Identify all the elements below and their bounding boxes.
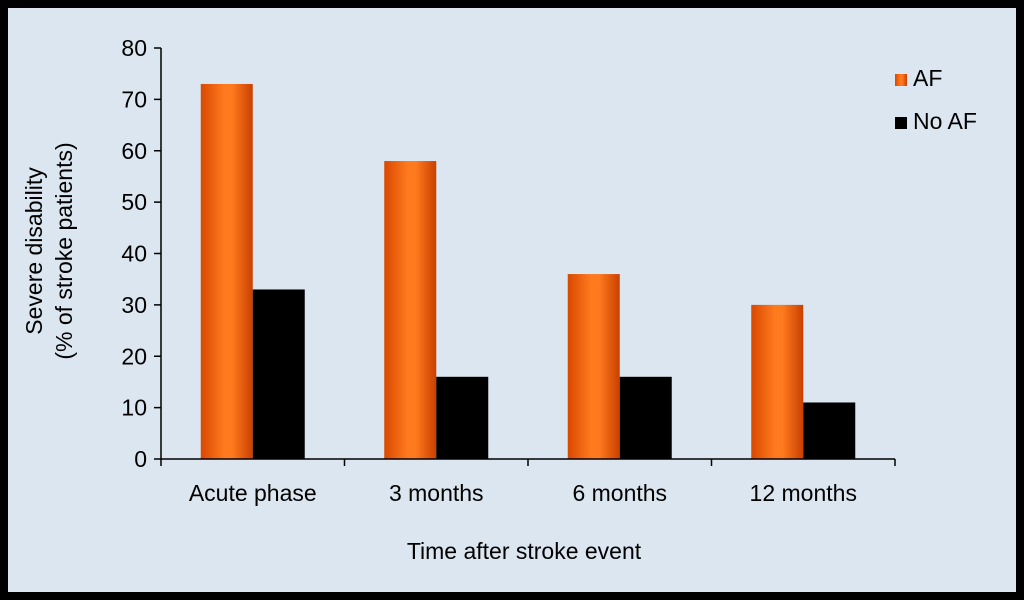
y-axis-title-line1: Severe disability <box>21 167 47 335</box>
y-tick-label: 80 <box>121 35 147 61</box>
legend-label-no-af: No AF <box>913 108 977 134</box>
chart-frame: Severe disability (% of stroke patients)… <box>8 8 1016 592</box>
y-axis-title: Severe disability (% of stroke patients) <box>21 142 77 359</box>
bar-no-af-2 <box>436 376 489 459</box>
bar-af-1 <box>200 83 253 460</box>
bar-chart: Severe disability (% of stroke patients)… <box>21 35 977 564</box>
bar-no-af-3 <box>619 376 672 459</box>
legend-swatch-af <box>895 74 907 86</box>
y-tick-label: 40 <box>121 241 147 267</box>
y-tick-label: 20 <box>121 343 147 369</box>
x-tick-label: 12 months <box>750 480 857 506</box>
legend-swatch-no-af <box>895 117 907 129</box>
y-tick-label: 30 <box>121 292 147 318</box>
legend-label-af: AF <box>913 65 942 91</box>
plot-area: Acute phase 3 months 6 months 12 months 0 10 2… <box>121 35 896 506</box>
bar-af-3 <box>567 274 620 459</box>
y-tick-label: 70 <box>121 86 147 112</box>
y-tick-label: 50 <box>121 189 147 215</box>
bar-af-4 <box>751 304 804 459</box>
bar-no-af-1 <box>252 289 305 459</box>
x-tick-label: Acute phase <box>189 480 317 506</box>
x-tick-label: 3 months <box>389 480 484 506</box>
y-tick-label: 60 <box>121 138 147 164</box>
y-axis-title-line2: (% of stroke patients) <box>51 142 77 359</box>
bar-af-2 <box>384 161 437 459</box>
x-tick-label: 6 months <box>572 480 667 506</box>
y-tick-label: 0 <box>134 446 147 472</box>
y-tick-label: 10 <box>121 395 147 421</box>
x-axis-title: Time after stroke event <box>407 538 642 564</box>
legend: AF No AF <box>895 65 977 134</box>
bar-no-af-4 <box>803 402 856 459</box>
